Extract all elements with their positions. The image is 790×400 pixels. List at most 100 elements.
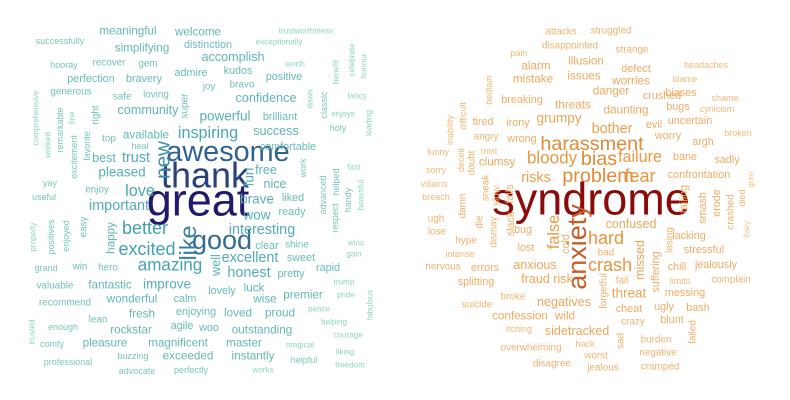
word-gain: gain: [346, 250, 361, 259]
word-failing: failing: [678, 185, 690, 213]
word-daunting: daunting: [604, 104, 649, 117]
word-perfectly: perfectly: [174, 365, 209, 375]
word-luck: luck: [244, 282, 265, 295]
word-wins: wins: [347, 239, 364, 248]
word-sweet: sweet: [287, 252, 315, 264]
word-success: success: [253, 124, 299, 138]
word-properly: properly: [29, 221, 38, 251]
word-failed: failed: [688, 320, 699, 344]
word-enjoys: enjoys: [331, 110, 354, 119]
word-trusted: trusted: [28, 320, 37, 345]
word-forgetful: forgetful: [599, 273, 610, 309]
word-evil: evil: [646, 119, 662, 131]
word-fraud-risk: fraud risk: [521, 272, 573, 286]
word-interesting: interesting: [229, 222, 295, 238]
word-biases: biases: [665, 87, 697, 99]
word-awesome: awesome: [166, 136, 289, 168]
word-available: available: [123, 129, 169, 142]
word-mist: mist: [481, 146, 498, 156]
word-shine: shine: [285, 240, 309, 251]
word-loved: loved: [224, 307, 252, 320]
word-wild: wild: [554, 310, 575, 323]
word-funny: funny: [427, 147, 450, 157]
word-suffering: suffering: [650, 251, 662, 292]
word-happy: happy: [105, 222, 118, 254]
word-bad: bad: [598, 248, 614, 259]
word-dawn: dawn: [306, 89, 315, 108]
word-inability: inability: [445, 114, 455, 145]
word-beautiful: beautiful: [357, 180, 366, 211]
word-remarkable: remarkable: [55, 107, 65, 152]
word-splitting: splitting: [458, 276, 495, 288]
word-angry: angry: [474, 132, 499, 143]
word-mistake: mistake: [513, 73, 553, 86]
word-sidetracked: sidetracked: [545, 324, 609, 338]
word-nervous: nervous: [425, 262, 460, 273]
word-holy: holy: [330, 123, 347, 133]
word-wonderful: wonderful: [106, 293, 158, 306]
word-grumpy: grumpy: [536, 111, 581, 126]
word-intense: intense: [445, 249, 474, 259]
word-flaky: flaky: [743, 220, 752, 238]
word-helped: helped: [331, 168, 341, 195]
word-loving: loving: [143, 90, 169, 101]
word-advocate: advocate: [119, 366, 156, 376]
word-ugly: ugly: [654, 301, 674, 313]
word-sneak: sneak: [481, 175, 492, 201]
word-admire: admire: [174, 67, 207, 79]
word-calm: calm: [174, 293, 197, 305]
word-confrontation: confrontation: [668, 169, 730, 181]
word-clumsy: clumsy: [479, 156, 516, 169]
word-chill: chill: [668, 261, 687, 273]
word-hooray: hooray: [50, 60, 78, 70]
word-pride: pride: [337, 291, 355, 300]
word-wrong: wrong: [506, 133, 536, 145]
word-uncertain: uncertain: [668, 115, 712, 127]
word-fantastic: fantastic: [88, 279, 132, 292]
word-super: super: [180, 93, 191, 118]
word-messing: messing: [665, 287, 705, 299]
word-positive: positive: [266, 71, 303, 83]
word-threat: threat: [612, 286, 647, 301]
word-respect: respect: [330, 203, 340, 233]
word-lean: lean: [89, 315, 108, 326]
word-magnificent: magnificent: [148, 337, 209, 350]
word-missed: missed: [633, 240, 647, 280]
word-lovely: lovely: [208, 285, 236, 297]
word-distinction: distinction: [184, 39, 232, 51]
word-exceptionally: exceptionally: [256, 38, 304, 47]
word-strange: strange: [616, 45, 649, 56]
word-magical: magical: [286, 341, 314, 350]
word-erode: erode: [711, 189, 723, 217]
word-better: better: [122, 218, 168, 238]
word-like: like: [175, 225, 201, 260]
word-free: free: [255, 163, 277, 177]
word-hack: hack: [575, 339, 595, 349]
word-syndrome: syndrome: [492, 174, 690, 225]
word-issues: issues: [567, 70, 600, 83]
word-gem: gem: [138, 59, 157, 70]
word-fabulous: fabulous: [366, 290, 375, 321]
word-outstanding: outstanding: [232, 324, 292, 337]
word-wow: wow: [242, 208, 270, 223]
word-recommend: recommend: [39, 298, 91, 309]
word-bravo: bravo: [230, 80, 255, 91]
word-die: die: [475, 215, 486, 229]
word-safe: safe: [113, 92, 132, 103]
word-shame: shame: [711, 93, 738, 103]
word-crash: crash: [588, 255, 632, 275]
word-welcome: welcome: [174, 26, 221, 39]
word-breach: breach: [422, 192, 450, 202]
word-lose: lose: [428, 227, 447, 238]
word-headaches: headaches: [684, 60, 729, 70]
word-helping: helping: [321, 318, 347, 327]
word-perfection: perfection: [67, 73, 114, 85]
word-useful: useful: [32, 192, 56, 202]
word-agile: agile: [171, 320, 194, 332]
word-hard: hard: [588, 228, 624, 248]
word-fast: fast: [347, 163, 361, 172]
word-celebrate: celebrate: [348, 43, 357, 77]
word-meaningful: meaningful: [99, 25, 156, 38]
word-love: love: [125, 182, 155, 200]
